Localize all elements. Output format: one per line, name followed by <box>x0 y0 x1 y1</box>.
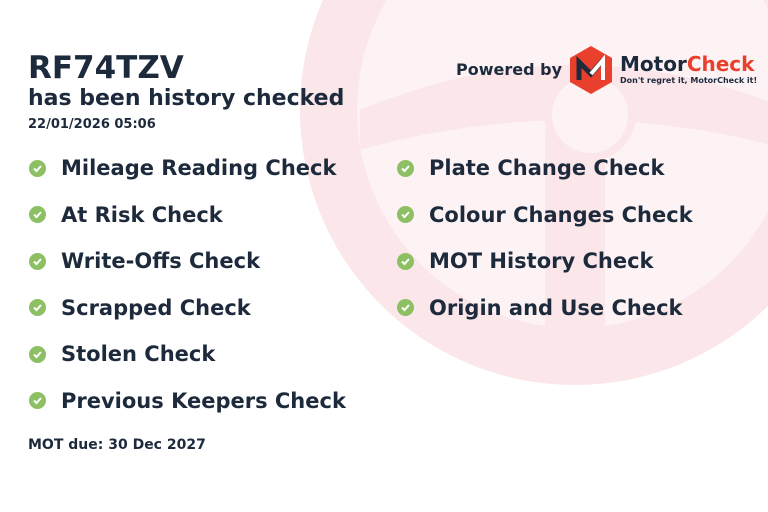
brand-name: MotorCheck <box>620 52 754 76</box>
check-label: Plate Change Check <box>429 156 665 180</box>
check-item: MOT History Check <box>397 249 654 273</box>
subtitle: has been history checked <box>28 86 345 111</box>
check-label: MOT History Check <box>429 249 654 273</box>
mot-due: MOT due: 30 Dec 2027 <box>28 437 206 453</box>
check-circle-icon <box>397 299 414 316</box>
brand-part-check: Check <box>686 52 755 76</box>
check-circle-icon <box>397 206 414 223</box>
brand-tagline: Don't regret it, MotorCheck it! <box>620 76 758 85</box>
brand-part-motor: Motor <box>620 52 687 76</box>
check-circle-icon <box>397 159 414 177</box>
check-circle-icon <box>29 345 46 363</box>
check-circle-icon <box>29 299 46 316</box>
check-item: Previous Keepers Check <box>29 389 346 413</box>
check-circle-icon <box>29 159 46 177</box>
check-label: Write-Offs Check <box>61 249 261 273</box>
vehicle-plate: RF74TZV <box>28 50 184 86</box>
check-label: Scrapped Check <box>61 295 251 320</box>
powered-by-label: Powered by <box>456 60 562 79</box>
check-circle-icon <box>29 392 46 409</box>
check-item: Plate Change Check <box>397 156 664 180</box>
check-item: Scrapped Check <box>29 296 251 320</box>
check-item: Origin and Use Check <box>397 296 683 320</box>
check-item: Colour Changes Check <box>397 203 693 227</box>
timestamp: 22/01/2026 05:06 <box>28 117 156 132</box>
check-circle-icon <box>397 252 414 270</box>
check-circle-icon <box>29 206 46 223</box>
check-label: Previous Keepers Check <box>61 388 346 413</box>
check-label: Stolen Check <box>61 342 216 366</box>
check-item: Write-Offs Check <box>29 249 260 273</box>
motorcheck-logo-icon <box>570 46 612 94</box>
check-item: Stolen Check <box>29 342 215 366</box>
check-label: At Risk Check <box>61 202 223 227</box>
check-label: Colour Changes Check <box>429 202 693 227</box>
check-circle-icon <box>29 252 46 270</box>
check-label: Origin and Use Check <box>429 295 683 320</box>
check-label: Mileage Reading Check <box>61 156 337 180</box>
check-item: At Risk Check <box>29 203 223 227</box>
check-item: Mileage Reading Check <box>29 156 336 180</box>
